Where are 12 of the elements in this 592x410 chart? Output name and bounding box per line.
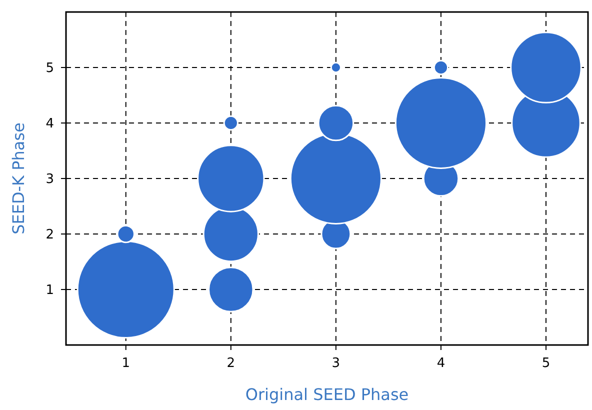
x-tick-label: 3	[332, 356, 340, 371]
y-tick-label: 5	[46, 61, 54, 76]
y-tick-label: 4	[46, 116, 54, 132]
y-axis-title: SEED-K Phase	[9, 122, 28, 234]
y-tick-label: 2	[46, 228, 54, 242]
x-tick-label: 5	[542, 356, 550, 371]
y-tick-label: 1	[46, 283, 54, 298]
x-tick-label: 1	[122, 356, 130, 371]
x-tick-label: 2	[226, 356, 236, 371]
y-tick-label: 3	[46, 172, 54, 187]
x-tick-label: 4	[436, 356, 446, 371]
x-axis-title: Original SEED Phase	[245, 385, 409, 404]
